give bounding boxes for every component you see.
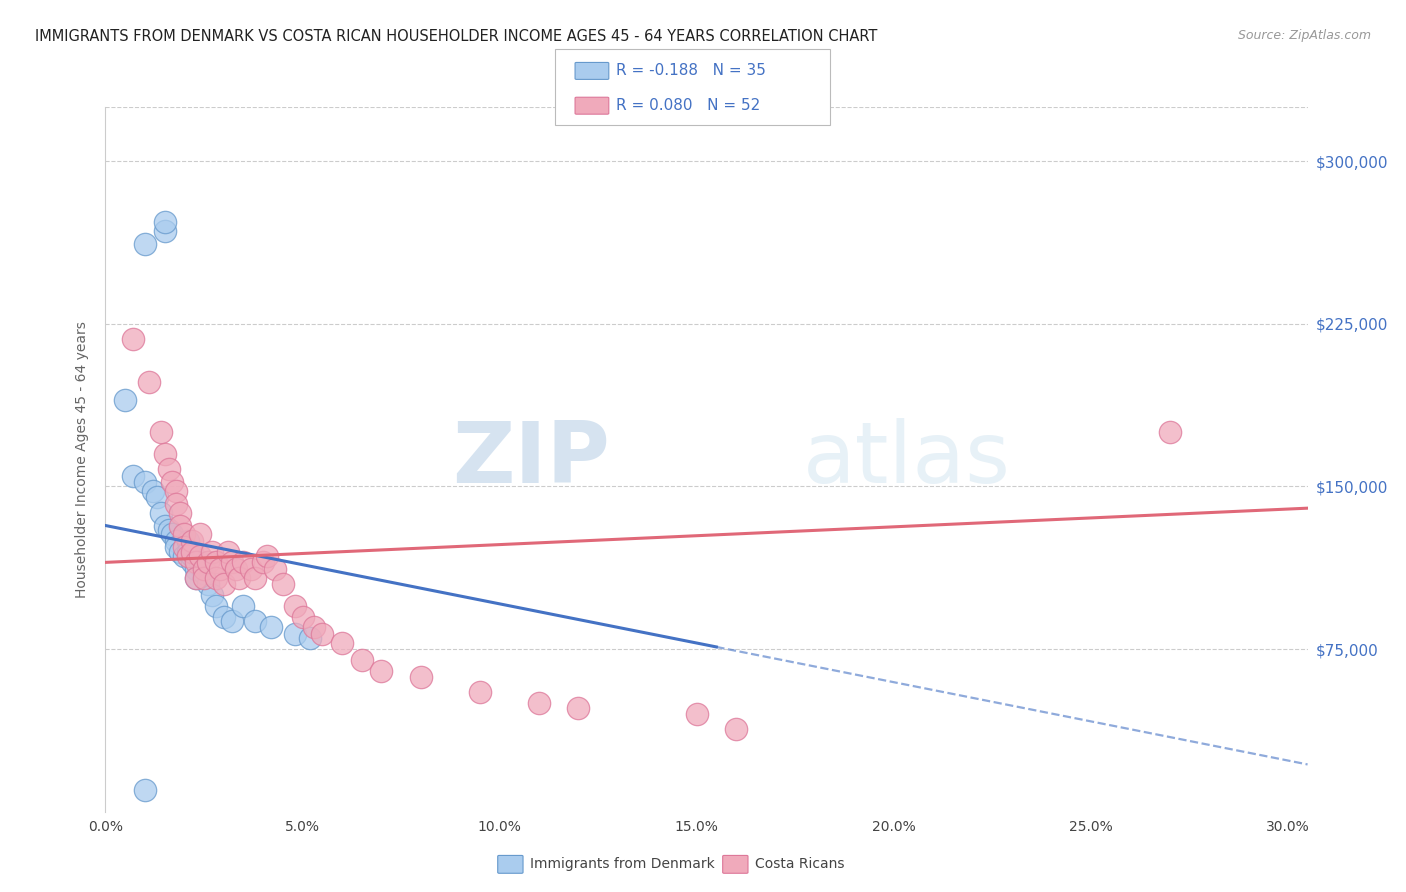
Point: [204, 599, 226, 613]
Point: [173, 527, 195, 541]
Point: [188, 527, 211, 541]
Point: [181, 555, 204, 569]
Point: [149, 425, 172, 440]
Point: [162, 527, 184, 541]
Point: [114, 392, 136, 407]
Point: [197, 577, 219, 591]
Point: [142, 483, 165, 498]
Text: Source: ZipAtlas.com: Source: ZipAtlas.com: [1237, 29, 1371, 42]
Point: [201, 588, 224, 602]
Text: ZIP: ZIP: [453, 417, 610, 501]
Point: [217, 544, 239, 558]
Text: Costa Ricans: Costa Ricans: [755, 857, 845, 871]
Point: [271, 577, 294, 591]
Point: [264, 562, 287, 576]
Point: [567, 700, 589, 714]
Point: [468, 685, 491, 699]
Point: [184, 570, 207, 584]
Point: [193, 566, 215, 581]
Point: [260, 620, 283, 634]
Point: [225, 562, 247, 576]
Point: [165, 483, 187, 498]
Point: [177, 533, 200, 548]
Point: [181, 549, 204, 563]
Point: [291, 609, 314, 624]
Point: [165, 540, 187, 554]
Point: [188, 555, 211, 569]
Point: [370, 664, 392, 678]
Point: [157, 462, 180, 476]
Point: [330, 635, 353, 649]
Point: [284, 599, 307, 613]
Point: [138, 376, 160, 390]
Point: [725, 723, 748, 737]
Point: [212, 609, 235, 624]
Point: [204, 570, 226, 584]
Point: [311, 627, 333, 641]
Point: [122, 332, 145, 346]
Point: [177, 549, 200, 563]
Point: [193, 562, 215, 576]
Point: [240, 562, 263, 576]
Point: [173, 540, 195, 554]
Point: [173, 549, 195, 563]
Point: [169, 518, 191, 533]
Text: R = 0.080   N = 52: R = 0.080 N = 52: [616, 98, 761, 112]
Point: [193, 570, 215, 584]
Point: [184, 555, 207, 569]
Point: [153, 224, 176, 238]
Point: [122, 468, 145, 483]
Point: [134, 475, 156, 490]
Point: [153, 518, 176, 533]
Point: [201, 544, 224, 558]
Point: [134, 236, 156, 251]
Point: [153, 447, 176, 461]
Point: [232, 599, 254, 613]
Text: atlas: atlas: [803, 417, 1011, 501]
Point: [165, 497, 187, 511]
Point: [181, 533, 204, 548]
Point: [165, 533, 187, 548]
Point: [134, 783, 156, 797]
Point: [184, 562, 207, 576]
Point: [245, 614, 267, 628]
Point: [350, 653, 373, 667]
Point: [228, 570, 250, 584]
Point: [162, 475, 184, 490]
Point: [256, 549, 278, 563]
Point: [181, 544, 204, 558]
Point: [169, 544, 191, 558]
Point: [188, 549, 211, 563]
Point: [197, 555, 219, 569]
Point: [212, 577, 235, 591]
Point: [252, 555, 274, 569]
Point: [232, 555, 254, 569]
Text: Immigrants from Denmark: Immigrants from Denmark: [530, 857, 714, 871]
Point: [208, 562, 231, 576]
Text: IMMIGRANTS FROM DENMARK VS COSTA RICAN HOUSEHOLDER INCOME AGES 45 - 64 YEARS COR: IMMIGRANTS FROM DENMARK VS COSTA RICAN H…: [35, 29, 877, 44]
Point: [221, 555, 243, 569]
Point: [284, 627, 307, 641]
Point: [245, 570, 267, 584]
Point: [149, 506, 172, 520]
Point: [184, 570, 207, 584]
Point: [304, 620, 326, 634]
Point: [145, 491, 167, 505]
Point: [527, 696, 550, 710]
Point: [169, 506, 191, 520]
Point: [1159, 425, 1181, 440]
Point: [409, 670, 432, 684]
Point: [157, 523, 180, 537]
Point: [153, 215, 176, 229]
Point: [299, 632, 322, 646]
Point: [177, 544, 200, 558]
Point: [685, 707, 707, 722]
Text: R = -0.188   N = 35: R = -0.188 N = 35: [616, 63, 766, 78]
Point: [221, 614, 243, 628]
Y-axis label: Householder Income Ages 45 - 64 years: Householder Income Ages 45 - 64 years: [76, 321, 90, 598]
Point: [204, 555, 226, 569]
